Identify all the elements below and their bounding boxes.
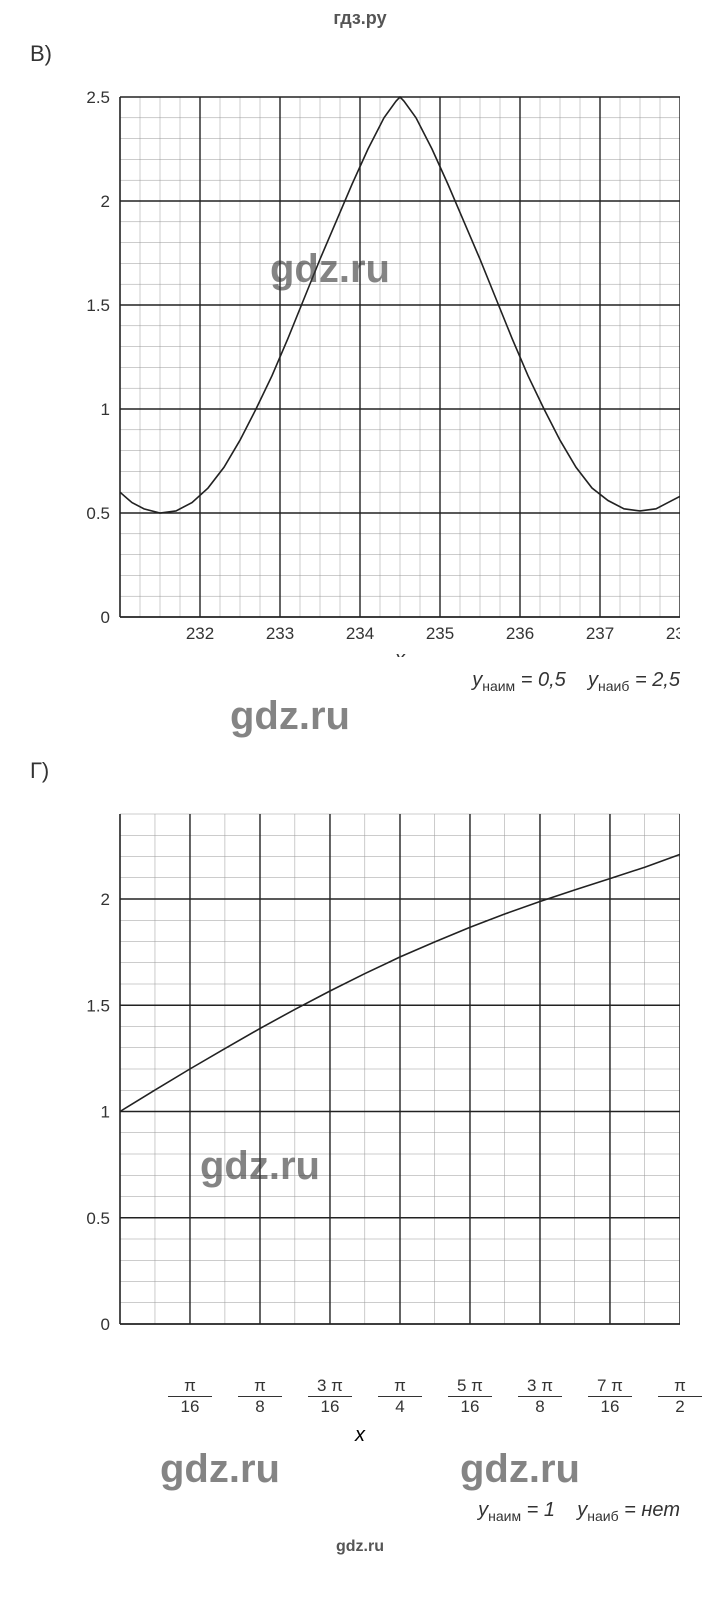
section-label-v: В) bbox=[0, 33, 720, 67]
chart-g-xlabel: x bbox=[40, 1424, 680, 1447]
svg-text:0.5: 0.5 bbox=[86, 504, 110, 523]
page: гдз.ру В) 0 0.5 1 1.5 2 2.5 232 233 234 235 236 237… bbox=[0, 0, 720, 1566]
xaxis-tick-fraction: 5 π16 bbox=[448, 1376, 492, 1417]
svg-text:2: 2 bbox=[101, 890, 110, 909]
svg-text:1.5: 1.5 bbox=[86, 296, 110, 315]
section-label-g: Г) bbox=[0, 750, 720, 784]
svg-text:232: 232 bbox=[186, 624, 214, 643]
svg-text:1.5: 1.5 bbox=[86, 996, 110, 1015]
answer-g-min: yнаим = 1 bbox=[478, 1499, 555, 1521]
watermark-icon: gdz.ru bbox=[460, 1447, 580, 1492]
answer-v: yнаим = 0,5 yнаиб = 2,5 bbox=[0, 657, 720, 694]
svg-text:236: 236 bbox=[506, 624, 534, 643]
svg-text:238: 238 bbox=[666, 624, 680, 643]
chart-g: 00.511.52 gdz.ru π16π83 π16π45 π163 π87 … bbox=[40, 794, 680, 1447]
chart-v: 00.511.522.5232233234235236237238x gdz.r… bbox=[40, 77, 680, 657]
svg-text:2: 2 bbox=[101, 192, 110, 211]
xaxis-tick-fraction: π2 bbox=[658, 1376, 702, 1417]
svg-text:2.5: 2.5 bbox=[86, 88, 110, 107]
xaxis-tick-fraction: 7 π16 bbox=[588, 1376, 632, 1417]
svg-text:235: 235 bbox=[426, 624, 454, 643]
svg-text:234: 234 bbox=[346, 624, 374, 643]
svg-text:0: 0 bbox=[101, 1315, 110, 1334]
svg-text:1: 1 bbox=[101, 1103, 110, 1122]
answer-g-max: yнаиб = нет bbox=[577, 1499, 680, 1521]
svg-text:0: 0 bbox=[101, 608, 110, 627]
svg-text:1: 1 bbox=[101, 400, 110, 419]
svg-text:x: x bbox=[394, 648, 406, 657]
page-header: гдз.ру bbox=[0, 0, 720, 33]
answer-g: yнаим = 1 yнаиб = нет bbox=[0, 1487, 720, 1524]
svg-text:233: 233 bbox=[266, 624, 294, 643]
page-footer: gdz.ru bbox=[0, 1524, 720, 1566]
xaxis-tick-fraction: π8 bbox=[238, 1376, 282, 1417]
xaxis-tick-fraction: 3 π8 bbox=[518, 1376, 562, 1417]
xaxis-tick-fraction: 3 π16 bbox=[308, 1376, 352, 1417]
chart-g-xlabels: π16π83 π16π45 π163 π87 π16π2 bbox=[40, 1374, 680, 1424]
chart-g-svg: 0 0.5 1 1.5 2 bbox=[40, 794, 680, 1374]
svg-text:237: 237 bbox=[586, 624, 614, 643]
svg-text:0.5: 0.5 bbox=[86, 1209, 110, 1228]
xaxis-tick-fraction: π4 bbox=[378, 1376, 422, 1417]
answer-v-max: yнаиб = 2,5 bbox=[588, 669, 680, 691]
answer-v-min: yнаим = 0,5 bbox=[472, 669, 566, 691]
chart-v-svg: 0 0.5 1 1.5 2 2.5 232 233 234 235 236 237 238 x bbox=[40, 77, 680, 657]
watermark-icon: gdz.ru bbox=[160, 1447, 280, 1492]
xaxis-tick-fraction: π16 bbox=[168, 1376, 212, 1417]
watermark-icon: gdz.ru bbox=[230, 694, 350, 739]
